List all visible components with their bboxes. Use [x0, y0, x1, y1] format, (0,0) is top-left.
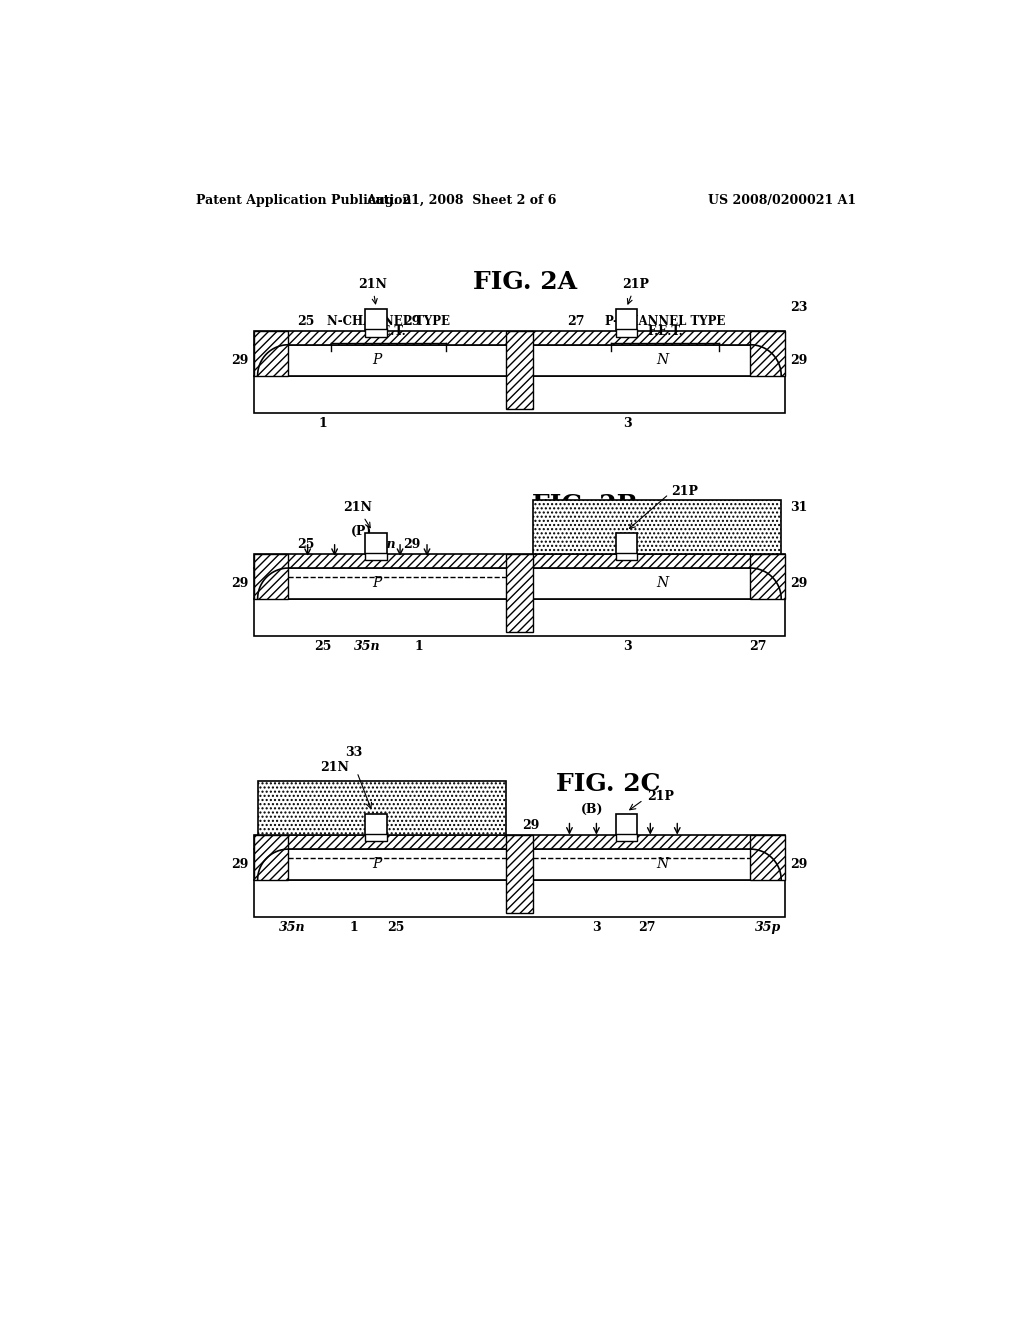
Bar [615, 330, 637, 337]
Text: P: P [523, 586, 531, 599]
Bar [254, 599, 785, 636]
Bar [366, 533, 387, 554]
Bar [254, 836, 289, 880]
Text: 27: 27 [567, 315, 585, 329]
Bar [366, 553, 387, 561]
Bar [254, 345, 785, 376]
Text: 23: 23 [791, 301, 808, 314]
Bar [258, 781, 506, 836]
Bar [615, 533, 637, 554]
Bar [615, 553, 637, 561]
Bar [366, 813, 387, 836]
Bar [254, 331, 785, 345]
Bar [254, 554, 785, 568]
Text: 35n: 35n [354, 640, 381, 653]
Text: N-CHANNEL TYPE: N-CHANNEL TYPE [327, 315, 450, 329]
Text: F.E.T.: F.E.T. [647, 325, 683, 338]
Text: FIG. 2B: FIG. 2B [532, 492, 638, 517]
Text: 29: 29 [791, 577, 808, 590]
Text: P: P [373, 577, 382, 590]
Text: 35p: 35p [755, 921, 781, 935]
Text: (P): (P) [351, 524, 373, 537]
Text: P: P [373, 354, 382, 367]
Bar [254, 849, 785, 880]
Text: P: P [373, 858, 382, 871]
Bar [366, 330, 387, 337]
Text: 1: 1 [415, 640, 424, 653]
Text: 33: 33 [345, 746, 362, 759]
Text: 21P: 21P [647, 791, 675, 804]
Text: 29: 29 [231, 354, 249, 367]
Text: 29: 29 [402, 315, 420, 329]
Bar [366, 834, 387, 841]
Text: 1: 1 [318, 417, 328, 430]
Text: N: N [513, 387, 526, 401]
Text: 25: 25 [314, 640, 332, 653]
Bar [254, 836, 785, 849]
Text: 29: 29 [402, 539, 420, 552]
Text: FIG. 2A: FIG. 2A [473, 269, 577, 293]
Bar [506, 331, 534, 409]
Bar [751, 836, 785, 880]
Text: US 2008/0200021 A1: US 2008/0200021 A1 [708, 194, 856, 207]
Text: N: N [513, 610, 526, 624]
Bar [254, 880, 785, 917]
Text: N: N [655, 354, 668, 367]
Text: Aug. 21, 2008  Sheet 2 of 6: Aug. 21, 2008 Sheet 2 of 6 [367, 194, 557, 207]
Text: 25: 25 [297, 539, 314, 552]
Text: 3: 3 [592, 921, 601, 935]
Bar [506, 836, 534, 913]
Text: 29: 29 [231, 858, 249, 871]
Text: 29: 29 [522, 820, 540, 833]
Text: FIG. 2C: FIG. 2C [556, 772, 660, 796]
Bar [254, 331, 289, 376]
Bar [254, 375, 785, 412]
Text: 25: 25 [297, 315, 314, 329]
Text: (B): (B) [582, 804, 604, 816]
Bar [254, 568, 785, 599]
Bar [615, 309, 637, 331]
Text: 3: 3 [623, 640, 632, 653]
Bar [534, 500, 781, 554]
Text: 1: 1 [349, 921, 358, 935]
Text: N: N [655, 577, 668, 590]
Text: P-CHANNEL TYPE: P-CHANNEL TYPE [605, 315, 725, 329]
Bar [615, 834, 637, 841]
Text: 21N: 21N [321, 760, 349, 774]
Text: 21N: 21N [358, 277, 387, 304]
Text: 25: 25 [387, 921, 404, 935]
Text: 29: 29 [231, 577, 249, 590]
Bar [751, 554, 785, 599]
Text: 3: 3 [623, 417, 632, 430]
Bar [254, 554, 289, 599]
Text: F.E.T.: F.E.T. [371, 325, 407, 338]
Text: 21P: 21P [671, 484, 697, 498]
Text: 21P: 21P [623, 277, 649, 304]
Text: 21N: 21N [343, 502, 372, 528]
Bar [506, 554, 534, 632]
Text: Patent Application Publication: Patent Application Publication [196, 194, 412, 207]
Bar [751, 331, 785, 376]
Bar [366, 309, 387, 331]
Text: P: P [523, 867, 531, 880]
Text: 35n: 35n [279, 921, 305, 935]
Text: 31: 31 [791, 502, 808, 515]
Text: N: N [655, 858, 668, 871]
Text: 29: 29 [791, 354, 808, 367]
Text: 35n: 35n [370, 539, 396, 552]
Text: 27: 27 [750, 640, 767, 653]
Bar [615, 813, 637, 836]
Text: N: N [513, 891, 526, 906]
Text: 27: 27 [638, 921, 655, 935]
Text: P: P [523, 363, 531, 376]
Text: 29: 29 [791, 858, 808, 871]
